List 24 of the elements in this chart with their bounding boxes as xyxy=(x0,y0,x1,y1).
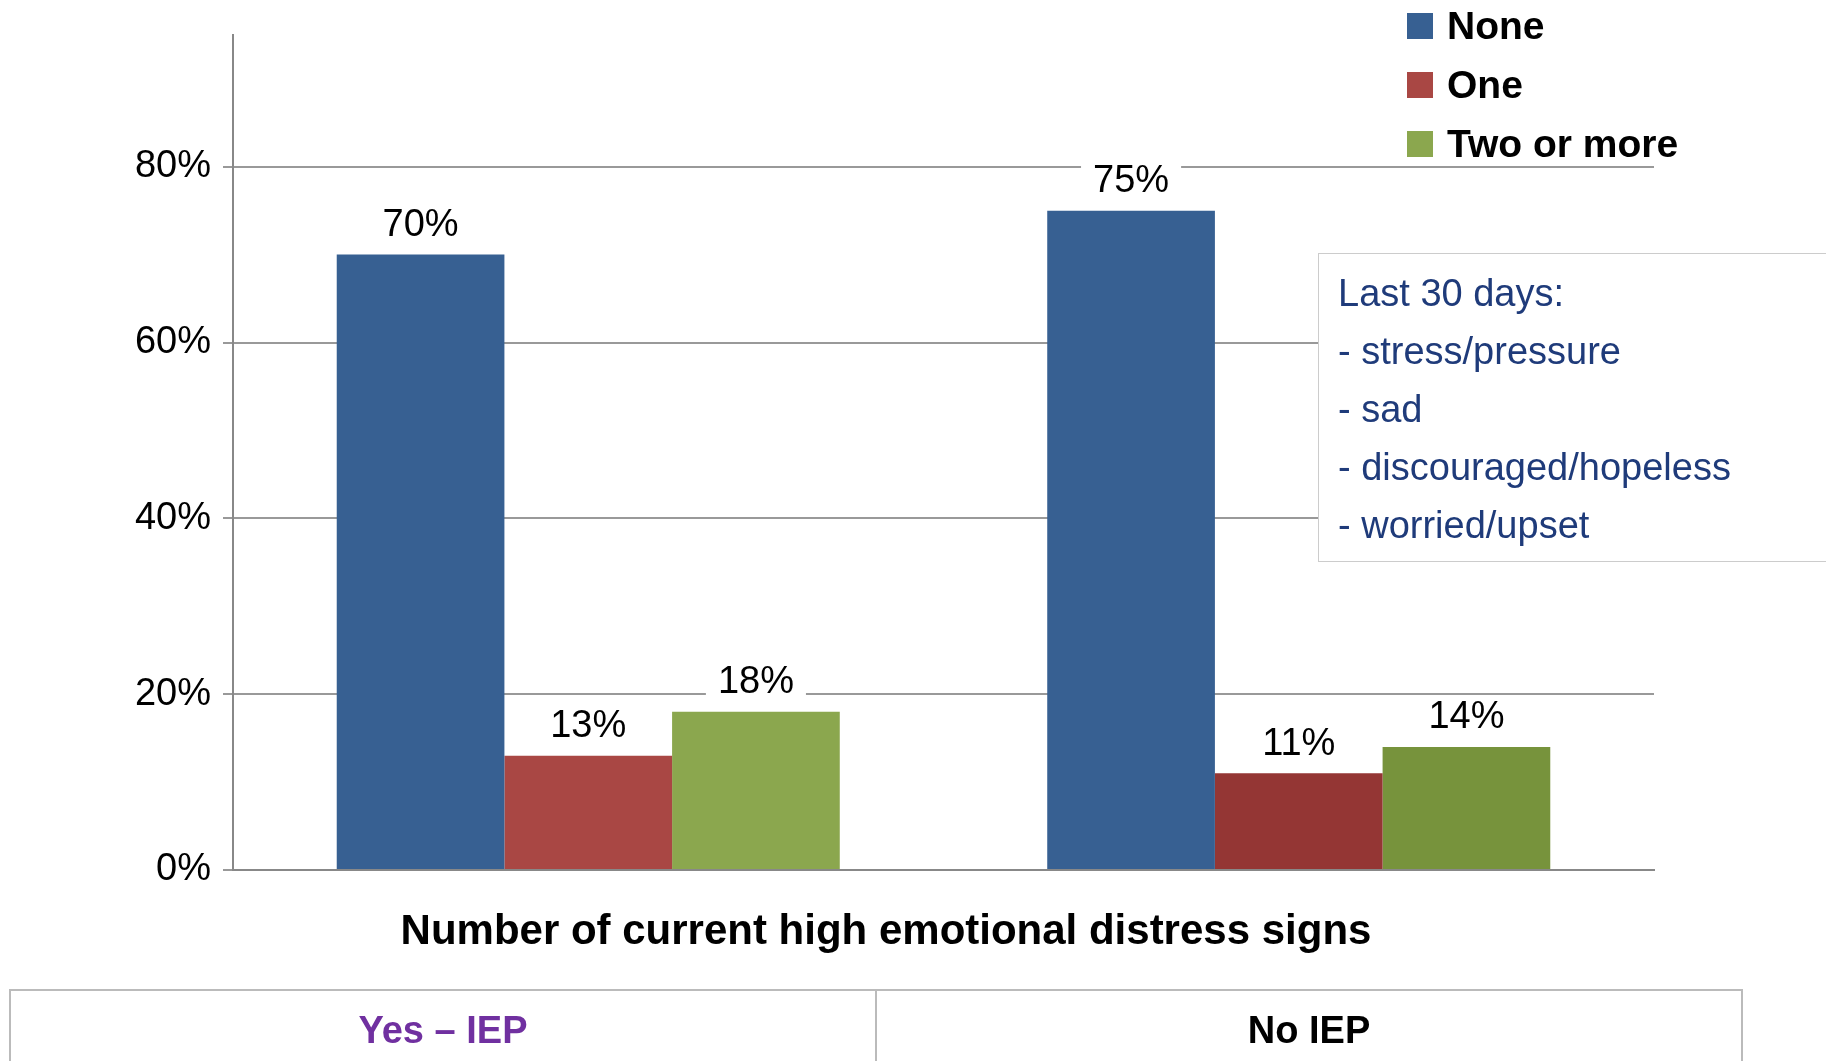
y-tick-label: 0% xyxy=(156,846,211,889)
bar xyxy=(672,711,840,869)
bar xyxy=(1047,210,1215,869)
y-tick-label: 60% xyxy=(134,318,211,361)
legend-label: One xyxy=(1446,61,1524,108)
legend-label: None xyxy=(1446,2,1546,49)
data-label: 18% xyxy=(717,659,794,702)
data-label: 75% xyxy=(1093,158,1170,201)
legend-label: Two or more xyxy=(1446,120,1679,167)
x-tick-label: No IEP xyxy=(875,991,1741,1061)
text-box: Last 30 days: - stress/pressure - sad - discouraged/hopeless - worried/upset xyxy=(1318,253,1826,562)
x-axis-title: Number of current high emotional distress signs xyxy=(399,906,1373,954)
bar xyxy=(504,755,673,869)
y-tick-label: 20% xyxy=(134,670,211,713)
data-label: 13% xyxy=(550,703,627,746)
data-label: 70% xyxy=(382,202,459,245)
bar xyxy=(336,254,505,869)
y-tick-label: 40% xyxy=(134,494,211,537)
bar xyxy=(1214,773,1383,869)
data-label: 14% xyxy=(1428,694,1505,737)
y-tick-label: 80% xyxy=(134,143,211,186)
data-label: 11% xyxy=(1262,720,1336,763)
x-tick-label: Yes – IEP xyxy=(357,1008,529,1053)
bar xyxy=(1382,746,1551,869)
